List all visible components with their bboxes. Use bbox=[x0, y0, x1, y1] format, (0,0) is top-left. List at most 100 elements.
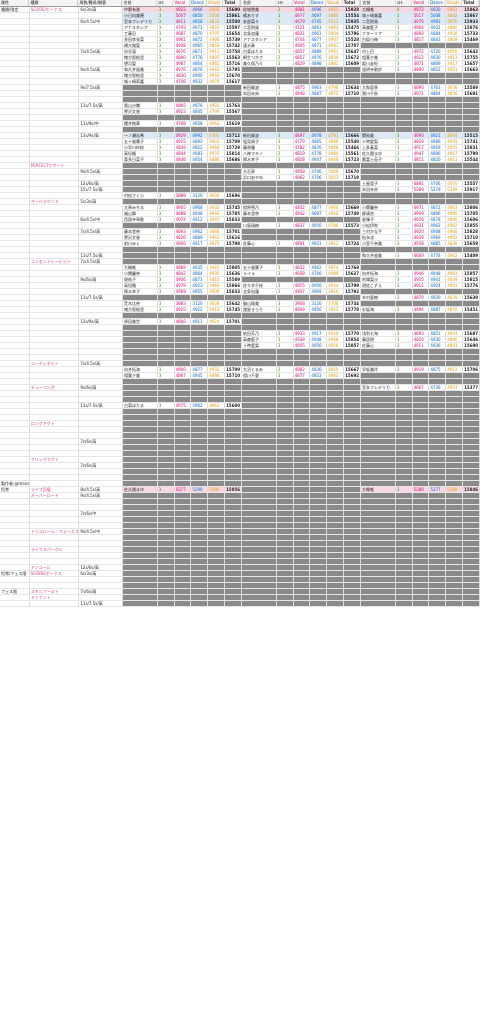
idol-name-cell[interactable] bbox=[123, 85, 158, 90]
vocal-cell[interactable] bbox=[413, 379, 430, 384]
idol-name-cell[interactable] bbox=[242, 193, 277, 198]
dance-cell[interactable] bbox=[310, 553, 328, 558]
table-row[interactable] bbox=[0, 583, 480, 589]
condition-cell[interactable]: 11s/7.5s/高 bbox=[79, 601, 124, 606]
condition-cell[interactable]: 11s/7.5s/高 bbox=[79, 253, 124, 258]
visual-cell[interactable]: 4979 bbox=[208, 79, 226, 84]
vocal-cell[interactable] bbox=[175, 385, 192, 390]
dance-cell[interactable] bbox=[429, 445, 447, 450]
dance-cell[interactable] bbox=[191, 295, 209, 300]
skill-cell[interactable]: 3 bbox=[396, 271, 413, 276]
dance-cell[interactable]: 4700 bbox=[310, 271, 328, 276]
group-cell[interactable]: フリックアクト bbox=[30, 457, 80, 462]
dance-cell[interactable] bbox=[310, 217, 328, 222]
vocal-cell[interactable] bbox=[175, 553, 192, 558]
idol-name-cell[interactable] bbox=[123, 349, 158, 354]
skill-cell[interactable]: 3 bbox=[396, 205, 413, 210]
vocal-cell[interactable] bbox=[175, 343, 192, 348]
total-cell[interactable]: 15561 bbox=[345, 151, 361, 156]
idol-name-cell[interactable] bbox=[242, 127, 277, 132]
visual-cell[interactable]: 4869 bbox=[208, 43, 226, 48]
skill-cell[interactable] bbox=[277, 583, 294, 588]
idol-name-cell[interactable] bbox=[123, 481, 158, 486]
vocal-cell[interactable] bbox=[413, 325, 430, 330]
visual-cell[interactable] bbox=[446, 103, 464, 108]
dance-cell[interactable] bbox=[429, 511, 447, 516]
skill-cell[interactable] bbox=[277, 103, 294, 108]
idol-name-cell[interactable] bbox=[242, 391, 277, 396]
header-name[interactable]: 名前 bbox=[362, 0, 396, 6]
condition-cell[interactable] bbox=[79, 205, 124, 210]
condition-cell[interactable] bbox=[79, 535, 124, 540]
idol-name-cell[interactable]: 緒方智絵里 bbox=[123, 73, 158, 78]
idol-name-cell[interactable]: 宮本フレデリカ bbox=[361, 385, 396, 390]
idol-name-cell[interactable] bbox=[361, 313, 396, 318]
visual-cell[interactable] bbox=[327, 541, 345, 546]
table-row[interactable] bbox=[0, 409, 480, 415]
visual-cell[interactable]: 4955 bbox=[446, 145, 464, 150]
dance-cell[interactable] bbox=[310, 445, 328, 450]
total-cell[interactable]: 15755 bbox=[464, 55, 480, 60]
idol-name-cell[interactable]: 藤本里奈 bbox=[123, 229, 158, 234]
total-cell[interactable] bbox=[344, 193, 361, 198]
total-cell[interactable] bbox=[463, 409, 480, 414]
dance-cell[interactable]: 4932 bbox=[191, 79, 209, 84]
skill-cell[interactable]: 3 bbox=[396, 343, 413, 348]
vocal-cell[interactable]: 4846 bbox=[175, 157, 192, 162]
skill-cell[interactable]: 3 bbox=[158, 157, 175, 162]
skill-cell[interactable] bbox=[277, 385, 294, 390]
condition-cell[interactable] bbox=[79, 289, 124, 294]
dance-cell[interactable] bbox=[191, 199, 209, 204]
vocal-cell[interactable] bbox=[413, 79, 430, 84]
idol-name-cell[interactable]: 高森藍子 bbox=[361, 25, 396, 30]
visual-cell[interactable] bbox=[208, 325, 226, 330]
vocal-cell[interactable] bbox=[294, 73, 311, 78]
dance-cell[interactable] bbox=[310, 565, 328, 570]
condition-cell[interactable] bbox=[79, 379, 124, 384]
idol-name-cell[interactable]: 木村夏樹 bbox=[361, 295, 396, 300]
visual-cell[interactable] bbox=[327, 517, 345, 522]
idol-name-cell[interactable]: 安部菜々 bbox=[242, 19, 277, 24]
category-cell[interactable] bbox=[0, 157, 30, 162]
condition-cell[interactable] bbox=[79, 517, 124, 522]
dance-cell[interactable]: 4864 bbox=[429, 91, 447, 96]
dance-cell[interactable]: 4930 bbox=[429, 55, 447, 60]
group-cell[interactable] bbox=[30, 187, 80, 192]
dance-cell[interactable] bbox=[429, 109, 447, 114]
category-cell[interactable] bbox=[0, 235, 30, 240]
total-cell[interactable]: 15600 bbox=[226, 403, 242, 408]
dance-cell[interactable]: 4745 bbox=[310, 19, 328, 24]
total-cell[interactable]: 15705 bbox=[464, 211, 480, 216]
idol-name-cell[interactable] bbox=[361, 457, 396, 462]
vocal-cell[interactable] bbox=[413, 499, 430, 504]
total-cell[interactable]: 15642 bbox=[226, 301, 242, 306]
table-row[interactable]: ドミナント bbox=[0, 595, 480, 601]
idol-name-cell[interactable]: 白坂小梅 bbox=[361, 37, 396, 42]
dance-cell[interactable] bbox=[191, 85, 209, 90]
idol-name-cell[interactable] bbox=[123, 577, 158, 582]
visual-cell[interactable] bbox=[208, 583, 226, 588]
dance-cell[interactable] bbox=[191, 529, 209, 534]
total-cell[interactable] bbox=[225, 361, 242, 366]
condition-cell[interactable]: 7s/4.5s/高 bbox=[79, 361, 124, 366]
category-cell[interactable] bbox=[0, 193, 30, 198]
skill-cell[interactable] bbox=[396, 121, 413, 126]
header-vocal[interactable]: Vocal bbox=[293, 0, 310, 6]
category-cell[interactable] bbox=[0, 541, 30, 546]
vocal-cell[interactable] bbox=[294, 439, 311, 444]
skill-cell[interactable] bbox=[396, 451, 413, 456]
skill-cell[interactable]: 3 bbox=[277, 37, 294, 42]
skill-cell[interactable] bbox=[396, 349, 413, 354]
skill-cell[interactable] bbox=[158, 511, 175, 516]
condition-cell[interactable]: 9s/4.5s/高 bbox=[79, 169, 124, 174]
skill-cell[interactable]: 3 bbox=[277, 19, 294, 24]
visual-cell[interactable] bbox=[208, 181, 226, 186]
idol-name-cell[interactable] bbox=[123, 163, 158, 168]
total-cell[interactable]: 15833 bbox=[226, 289, 242, 294]
visual-cell[interactable] bbox=[446, 43, 464, 48]
total-cell[interactable] bbox=[463, 427, 480, 432]
visual-cell[interactable] bbox=[327, 229, 345, 234]
idol-name-cell[interactable] bbox=[123, 559, 158, 564]
vocal-cell[interactable]: 4867 bbox=[175, 373, 192, 378]
dance-cell[interactable]: 4954 bbox=[191, 157, 209, 162]
